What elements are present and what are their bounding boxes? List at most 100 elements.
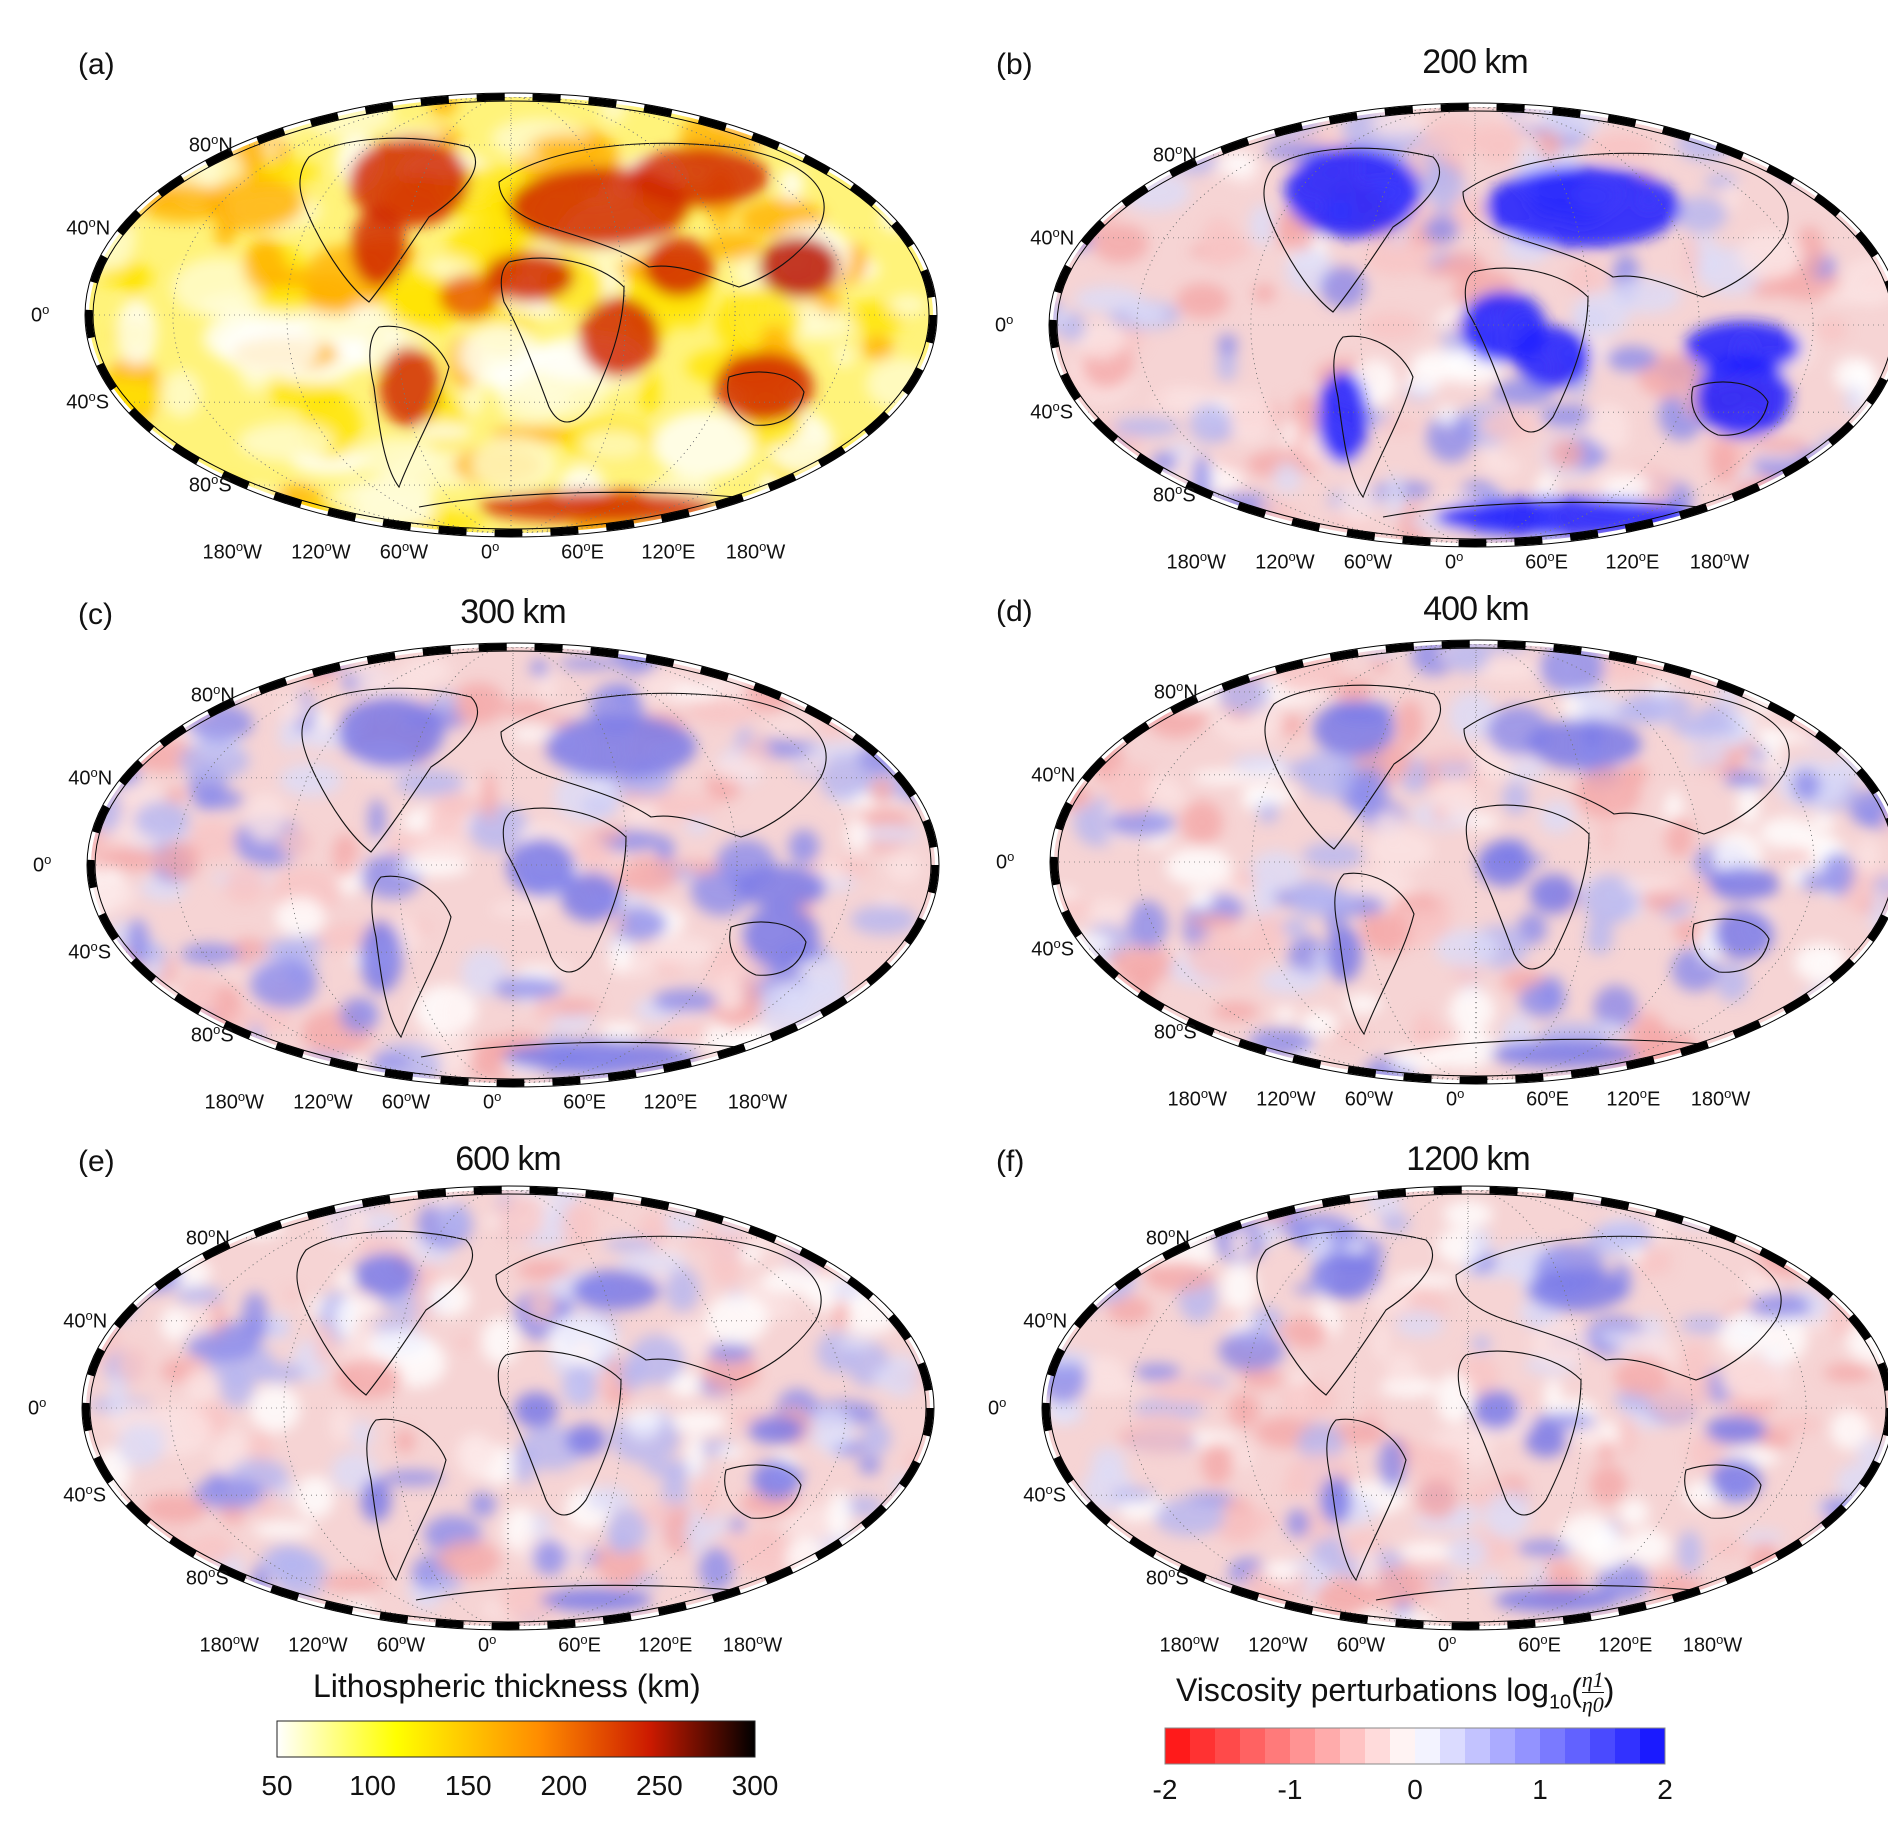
colorbar-thickness-bar <box>276 1720 756 1758</box>
colorbar-swatch <box>1540 1728 1565 1764</box>
lon-label: 0o <box>481 539 500 564</box>
lon-label: 120oW <box>293 1089 353 1114</box>
lon-label: 60oE <box>563 1089 606 1114</box>
lat-label: 0o <box>28 1395 47 1420</box>
colorbar-tick: 250 <box>636 1770 683 1801</box>
lat-label: 40oS <box>68 939 112 964</box>
lon-label: 60oW <box>1344 1086 1394 1111</box>
lon-label: 120oE <box>1598 1632 1653 1657</box>
lat-label: 80oS <box>1152 482 1196 507</box>
panel-label: (d) <box>996 595 1033 628</box>
panel-label: (a) <box>78 48 115 81</box>
colorbar-tick: -2 <box>1152 1774 1178 1805</box>
colorbar-swatch <box>1465 1728 1490 1764</box>
lon-label: 180oW <box>727 1089 788 1114</box>
lat-label: 40oN <box>1031 761 1076 787</box>
lat-label: 40oN <box>66 214 111 240</box>
colorbar-swatch <box>1415 1728 1440 1764</box>
panel-label: (b) <box>996 48 1033 81</box>
lon-label: 120oW <box>1256 1086 1316 1111</box>
map-frame <box>1050 640 1888 1084</box>
coastlines <box>1264 684 1790 1055</box>
lon-label: 180oW <box>1689 549 1750 574</box>
colorbar-swatch <box>1190 1728 1215 1764</box>
lon-label: 60oE <box>561 539 604 564</box>
colorbar-tick: 100 <box>349 1770 396 1801</box>
colorbar-swatch <box>1215 1728 1240 1764</box>
map-frame <box>82 1186 934 1630</box>
map-frame <box>85 93 937 537</box>
map-globe <box>1048 102 1888 548</box>
lat-label: 0o <box>996 849 1015 874</box>
panel-title: 300 km <box>460 593 567 631</box>
lat-label: 80oN <box>1152 141 1197 167</box>
lon-label: 120oE <box>641 539 696 564</box>
colorbar-swatch <box>1315 1728 1340 1764</box>
lon-label: 0o <box>1438 1632 1457 1657</box>
colorbar-tick: 2 <box>1657 1774 1673 1805</box>
colorbar-swatch <box>1515 1728 1540 1764</box>
lat-label: 40oN <box>1030 224 1075 250</box>
map-globe <box>81 1185 935 1631</box>
colorbar-thickness-title: Lithospheric thickness (km) <box>313 1668 701 1704</box>
lon-label: 180oW <box>199 1632 259 1657</box>
map-globe <box>1041 1185 1888 1631</box>
coastlines <box>1256 1230 1782 1601</box>
lon-label: 60oW <box>376 1632 426 1657</box>
colorbar-swatch <box>1490 1728 1515 1764</box>
lat-label: 80oS <box>185 1565 229 1590</box>
map-field <box>89 97 933 533</box>
lon-label: 120oW <box>1248 1632 1308 1657</box>
map-globe <box>84 92 938 538</box>
lon-label: 0o <box>478 1632 497 1657</box>
colorbar-swatch <box>1440 1728 1465 1764</box>
colorbar-tick: 150 <box>444 1770 492 1801</box>
lon-label: 0o <box>483 1089 502 1114</box>
colorbar-swatch <box>1290 1728 1315 1764</box>
lon-label: 60oE <box>1525 549 1568 574</box>
lat-label: 40oS <box>66 389 110 414</box>
lat-label: 40oS <box>63 1482 107 1507</box>
panel-label: (f) <box>996 1145 1025 1178</box>
panel-label: (e) <box>78 1145 115 1178</box>
lon-label: 60oW <box>1336 1632 1386 1657</box>
colorbar-swatch <box>1565 1728 1590 1764</box>
map-frame <box>1042 1186 1888 1630</box>
lat-label: 40oS <box>1031 936 1075 961</box>
colorbar-tick: 0 <box>1407 1774 1423 1805</box>
colorbar-swatch <box>1165 1728 1190 1764</box>
lon-label: 120oE <box>1605 549 1660 574</box>
lon-label: 120oW <box>288 1632 348 1657</box>
lon-label: 180oW <box>722 1632 783 1657</box>
colorbar-tick: 200 <box>540 1770 588 1801</box>
lat-label: 80oN <box>190 681 235 707</box>
lat-label: 40oN <box>68 764 113 790</box>
lat-label: 80oS <box>188 472 232 497</box>
panel-title: 1200 km <box>1406 1140 1530 1178</box>
lon-label: 180oW <box>1167 1086 1227 1111</box>
lat-label: 0o <box>31 302 50 327</box>
lon-label: 60oE <box>558 1632 601 1657</box>
lon-label: 60oW <box>381 1089 431 1114</box>
colorbar-swatch <box>1240 1728 1265 1764</box>
lat-label: 80oN <box>1145 1224 1190 1250</box>
map-frame <box>87 643 939 1087</box>
lat-label: 0o <box>988 1395 1007 1420</box>
lon-label: 180oW <box>1682 1632 1743 1657</box>
colorbar-tick: 1 <box>1532 1774 1548 1805</box>
map-globe <box>1049 639 1888 1085</box>
colorbar-swatch <box>1340 1728 1365 1764</box>
lon-label: 60oW <box>379 539 429 564</box>
colorbar-swatch <box>1265 1728 1290 1764</box>
lon-label: 60oW <box>1343 549 1393 574</box>
lon-label: 180oW <box>1166 549 1226 574</box>
panel-label: (c) <box>78 598 113 631</box>
lat-label: 80oS <box>1145 1565 1189 1590</box>
lat-label: 80oS <box>190 1022 234 1047</box>
lon-label: 0o <box>1446 1086 1465 1111</box>
lat-label: 40oS <box>1023 1482 1067 1507</box>
colorbar-swatch <box>1590 1728 1615 1764</box>
lat-label: 80oN <box>188 131 233 157</box>
coastlines <box>296 1230 822 1601</box>
lon-label: 180oW <box>202 539 262 564</box>
